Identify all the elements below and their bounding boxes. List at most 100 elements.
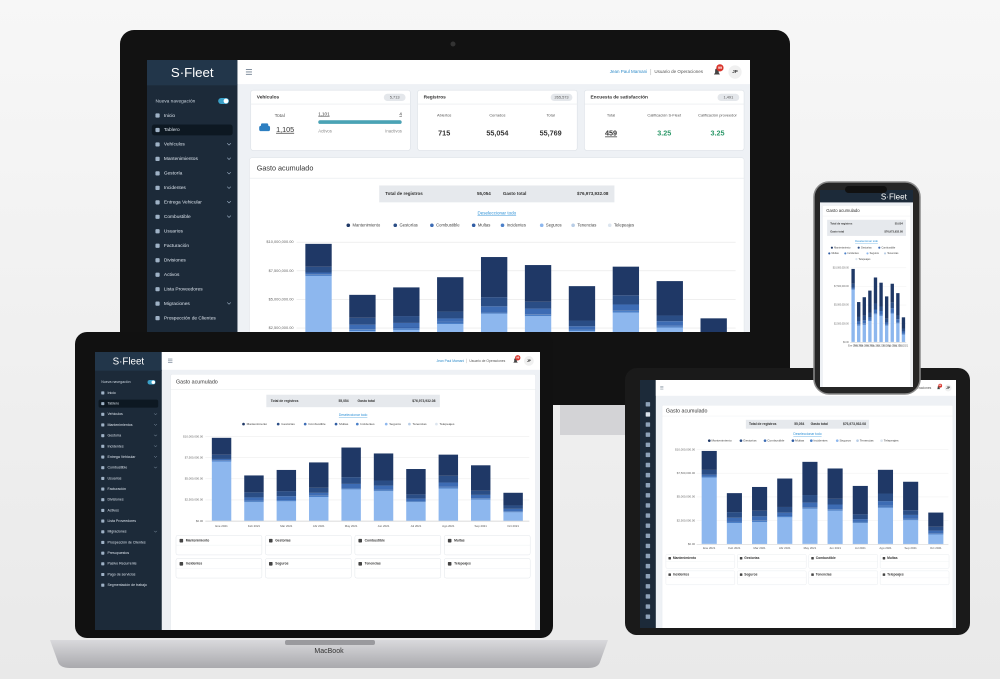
bar-segment[interactable]: [827, 510, 843, 544]
bar-segment[interactable]: [480, 313, 508, 356]
nav-item[interactable]: Incidentes: [164, 185, 187, 191]
nav-item[interactable]: Incidentes: [107, 444, 123, 448]
bar-segment[interactable]: [480, 297, 508, 307]
bar-segment[interactable]: [896, 319, 900, 323]
bar-segment[interactable]: [777, 512, 793, 516]
bar-segment[interactable]: [524, 308, 552, 315]
bar-segment[interactable]: [752, 516, 768, 521]
bar-segment[interactable]: [879, 310, 883, 315]
bar-segment[interactable]: [276, 469, 297, 492]
bar-segment[interactable]: [341, 447, 361, 478]
bar-segment[interactable]: [868, 320, 872, 322]
bar-segment[interactable]: [503, 508, 523, 512]
bar-segment[interactable]: [471, 498, 491, 500]
nav-item[interactable]: Entrega Vehicular: [107, 455, 136, 459]
nav-item[interactable]: Combustible: [164, 214, 191, 220]
bar-segment[interactable]: [305, 272, 332, 275]
legend-marker[interactable]: [276, 422, 280, 426]
bar-segment[interactable]: [437, 322, 464, 325]
bar-segment[interactable]: [480, 306, 508, 313]
bar-segment[interactable]: [862, 315, 866, 321]
bar-segment[interactable]: [873, 314, 878, 342]
legend-marker[interactable]: [334, 422, 338, 426]
bar-segment[interactable]: [276, 491, 297, 497]
nav-item[interactable]: Combustible: [107, 466, 127, 470]
nav-item[interactable]: Vehículos: [164, 142, 185, 148]
bar-segment[interactable]: [656, 281, 683, 316]
bar-segment[interactable]: [752, 522, 768, 544]
bar-segment[interactable]: [802, 507, 818, 509]
bar-segment[interactable]: [393, 327, 420, 329]
legend-marker[interactable]: [855, 258, 858, 261]
bar-segment[interactable]: [244, 497, 264, 501]
legend-marker[interactable]: [828, 252, 831, 255]
legend-label[interactable]: Multas: [478, 222, 490, 227]
bar-segment[interactable]: [884, 322, 889, 325]
legend-label[interactable]: Gestorías: [281, 422, 295, 426]
nav-icon[interactable]: [645, 452, 651, 458]
bar-segment[interactable]: [406, 494, 426, 499]
bar-segment[interactable]: [726, 493, 742, 513]
bar-segment[interactable]: [868, 321, 872, 342]
bar-segment[interactable]: [884, 318, 889, 323]
bar-segment[interactable]: [503, 512, 523, 521]
bar-segment[interactable]: [393, 328, 420, 330]
bar-segment[interactable]: [928, 512, 944, 527]
bar-segment[interactable]: [341, 489, 361, 521]
bar-segment[interactable]: [568, 331, 596, 356]
bar-segment[interactable]: [700, 318, 727, 335]
legend-label[interactable]: Mantenimiento: [834, 246, 851, 249]
bar-segment[interactable]: [873, 309, 878, 314]
legend-label[interactable]: Mantenimiento: [353, 222, 381, 227]
nav-icon[interactable]: [645, 483, 651, 488]
bar-segment[interactable]: [276, 496, 297, 500]
legend-label[interactable]: Gestorías: [743, 438, 757, 442]
bar-segment[interactable]: [873, 303, 878, 310]
bar-segment[interactable]: [480, 312, 508, 314]
bar-segment[interactable]: [852, 519, 868, 522]
legend-marker[interactable]: [883, 252, 887, 255]
bar-segment[interactable]: [901, 317, 906, 329]
bar-segment[interactable]: [857, 321, 861, 325]
bar-segment[interactable]: [349, 331, 376, 356]
bar-segment[interactable]: [777, 478, 793, 507]
bar-segment[interactable]: [701, 477, 717, 544]
bar-segment[interactable]: [802, 502, 818, 508]
bar-segment[interactable]: [896, 323, 900, 342]
bar-segment[interactable]: [879, 315, 883, 342]
bar-segment[interactable]: [852, 522, 868, 524]
legend-marker[interactable]: [857, 246, 860, 249]
bar-segment[interactable]: [827, 504, 843, 510]
legend-label[interactable]: Combustible: [767, 438, 784, 442]
bar-segment[interactable]: [393, 322, 420, 328]
bar-segment[interactable]: [373, 485, 394, 490]
deselect-link[interactable]: Deseleccionar todo: [339, 413, 368, 417]
nav-item[interactable]: Segmentación de trabajo: [107, 583, 146, 587]
legend-label[interactable]: Seguros: [389, 422, 401, 426]
bar-segment[interactable]: [884, 324, 889, 326]
bar-segment[interactable]: [373, 491, 394, 521]
bar-segment[interactable]: [752, 520, 768, 523]
bar-segment[interactable]: [879, 315, 883, 316]
bar-segment[interactable]: [244, 501, 264, 503]
nav-item[interactable]: Usuarios: [107, 476, 121, 480]
bar-segment[interactable]: [438, 487, 459, 489]
avatar[interactable]: [523, 356, 534, 366]
bar-segment[interactable]: [656, 326, 683, 328]
bar-segment[interactable]: [612, 312, 640, 357]
nav-item[interactable]: Divisiones: [164, 257, 187, 263]
legend-label[interactable]: Tenencias: [887, 252, 899, 255]
bar-segment[interactable]: [890, 308, 894, 313]
legend-label[interactable]: Gestorías: [399, 222, 417, 227]
bar-segment[interactable]: [612, 295, 640, 305]
legend-marker[interactable]: [571, 223, 575, 228]
bar-segment[interactable]: [503, 505, 523, 509]
legend-label[interactable]: Multas: [795, 438, 805, 442]
bar-segment[interactable]: [309, 492, 329, 496]
nav-item[interactable]: Lista Proveedores: [107, 519, 136, 523]
bar-segment[interactable]: [827, 468, 843, 499]
deselect-link[interactable]: Deseleccionar todo: [477, 210, 516, 215]
bar-segment[interactable]: [438, 488, 459, 521]
legend-marker[interactable]: [707, 439, 711, 442]
bar-segment[interactable]: [752, 520, 768, 521]
